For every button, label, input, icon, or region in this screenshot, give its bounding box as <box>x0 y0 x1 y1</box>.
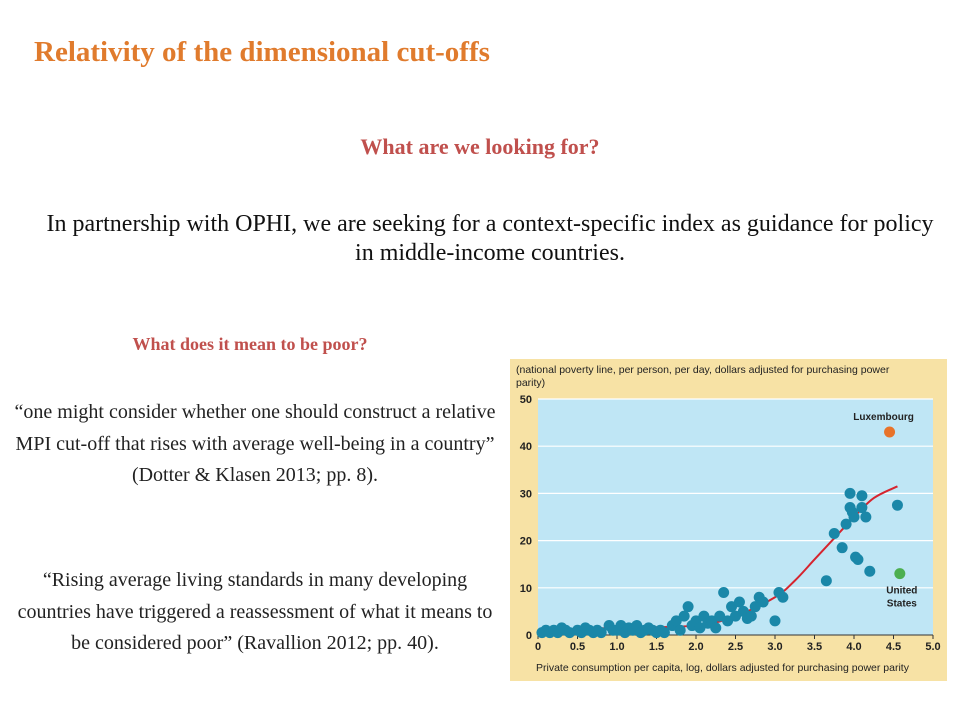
y-tick-label: 20 <box>520 536 532 548</box>
x-tick-label: 5.0 <box>925 641 940 653</box>
data-point <box>718 587 730 599</box>
data-point <box>891 499 903 511</box>
data-point <box>670 615 682 627</box>
y-axis-label-line2: parity) <box>516 377 545 389</box>
intro-paragraph: In partnership with OPHI, we are seeking… <box>46 211 934 266</box>
luxembourg-label: Luxembourg <box>853 412 914 423</box>
x-tick-label: 0 <box>535 641 541 653</box>
data-point <box>678 610 690 622</box>
data-point <box>757 596 769 608</box>
data-point <box>844 487 856 499</box>
data-point <box>856 490 868 502</box>
x-tick-label: 0.5 <box>570 641 585 653</box>
data-point <box>836 542 848 554</box>
y-tick-label: 0 <box>526 630 532 642</box>
x-tick-label: 3.5 <box>807 641 822 653</box>
y-tick-label: 10 <box>520 583 532 595</box>
data-point <box>714 610 726 622</box>
data-point <box>864 565 876 577</box>
data-point <box>658 627 670 639</box>
data-point <box>726 601 738 613</box>
quote-dotter-klasen: “one might consider whether one should c… <box>14 401 496 486</box>
data-point <box>860 511 872 523</box>
data-point <box>840 518 852 530</box>
data-point <box>733 596 745 608</box>
data-point <box>730 610 741 622</box>
slide-title: Relativity of the dimensional cut-offs <box>34 36 490 68</box>
y-tick-label: 50 <box>520 394 532 406</box>
data-point <box>769 615 781 627</box>
x-tick-label: 4.0 <box>846 641 861 653</box>
united-states-label-line2: States <box>887 599 917 610</box>
quote-ravallion: “Rising average living standards in many… <box>17 569 493 654</box>
x-tick-label: 4.5 <box>886 641 901 653</box>
data-point <box>820 575 832 587</box>
data-point <box>856 502 868 514</box>
data-point <box>722 615 734 627</box>
data-point <box>848 511 860 523</box>
x-tick-label: 2.5 <box>728 641 743 653</box>
data-point <box>828 528 840 540</box>
data-point <box>710 622 722 634</box>
data-point <box>745 610 757 622</box>
y-axis-label-line1: (national poverty line, per person, per … <box>516 364 890 376</box>
united-states-label-line1: United <box>886 586 917 597</box>
subquestion-heading: What does it mean to be poor? <box>132 334 368 354</box>
data-point <box>852 553 864 565</box>
x-tick-label: 2.0 <box>688 641 703 653</box>
data-point <box>749 601 761 613</box>
united-states-point <box>894 568 906 580</box>
x-tick-label: 1.5 <box>649 641 664 653</box>
x-tick-label: 3.0 <box>767 641 782 653</box>
data-point <box>694 622 706 634</box>
y-tick-label: 30 <box>520 488 532 500</box>
y-tick-label: 40 <box>520 441 532 453</box>
luxembourg-point <box>884 426 896 438</box>
data-point <box>595 627 607 639</box>
x-tick-label: 1.0 <box>609 641 624 653</box>
data-point <box>674 624 686 636</box>
data-point <box>777 591 789 603</box>
x-axis-label: Private consumption per capita, log, dol… <box>536 662 910 674</box>
poverty-line-chart: (national poverty line, per person, per … <box>510 359 947 681</box>
question-heading: What are we looking for? <box>360 134 600 159</box>
chart-svg: (national poverty line, per person, per … <box>516 364 941 674</box>
data-point <box>682 601 694 613</box>
